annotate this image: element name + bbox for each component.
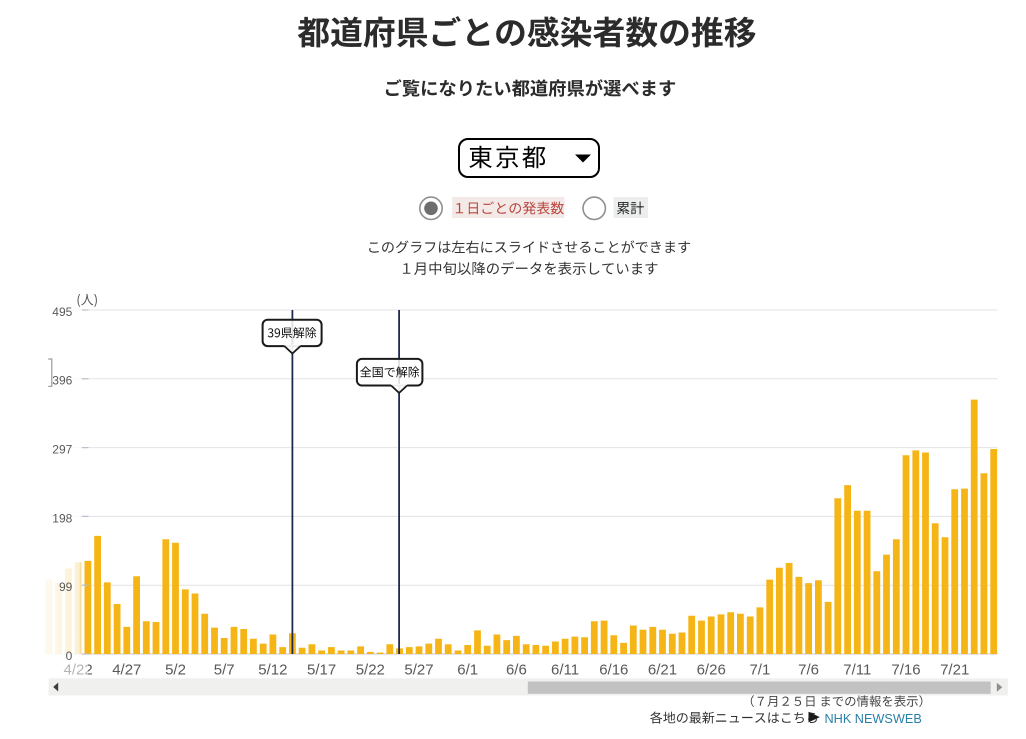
svg-text:5/17: 5/17 — [307, 662, 336, 679]
svg-text:4/27: 4/27 — [112, 662, 141, 679]
svg-text:7/21: 7/21 — [940, 662, 969, 679]
svg-text:396: 396 — [52, 374, 72, 388]
svg-text:6/26: 6/26 — [697, 662, 726, 679]
svg-text:6/6: 6/6 — [506, 662, 527, 679]
svg-text:6/21: 6/21 — [648, 662, 677, 679]
svg-text:5/7: 5/7 — [214, 662, 235, 679]
svg-text:7/11: 7/11 — [843, 662, 871, 679]
svg-text:6/11: 6/11 — [551, 662, 579, 679]
svg-text:0: 0 — [66, 649, 73, 663]
svg-text:6/16: 6/16 — [599, 662, 628, 679]
svg-text:198: 198 — [52, 511, 72, 525]
svg-text:297: 297 — [52, 443, 72, 457]
svg-text:5/27: 5/27 — [404, 662, 433, 679]
svg-text:5/2: 5/2 — [165, 662, 186, 679]
svg-text:5/12: 5/12 — [258, 662, 287, 679]
svg-text:7/6: 7/6 — [798, 662, 819, 679]
svg-text:495: 495 — [52, 305, 72, 319]
svg-text:6/1: 6/1 — [457, 662, 478, 679]
svg-text:NHK NEWSWEB: NHK NEWSWEB — [825, 712, 922, 726]
svg-text:99: 99 — [59, 580, 73, 594]
svg-text:7/16: 7/16 — [891, 662, 920, 679]
svg-text:7/1: 7/1 — [749, 662, 770, 679]
svg-text:5/22: 5/22 — [356, 662, 385, 679]
